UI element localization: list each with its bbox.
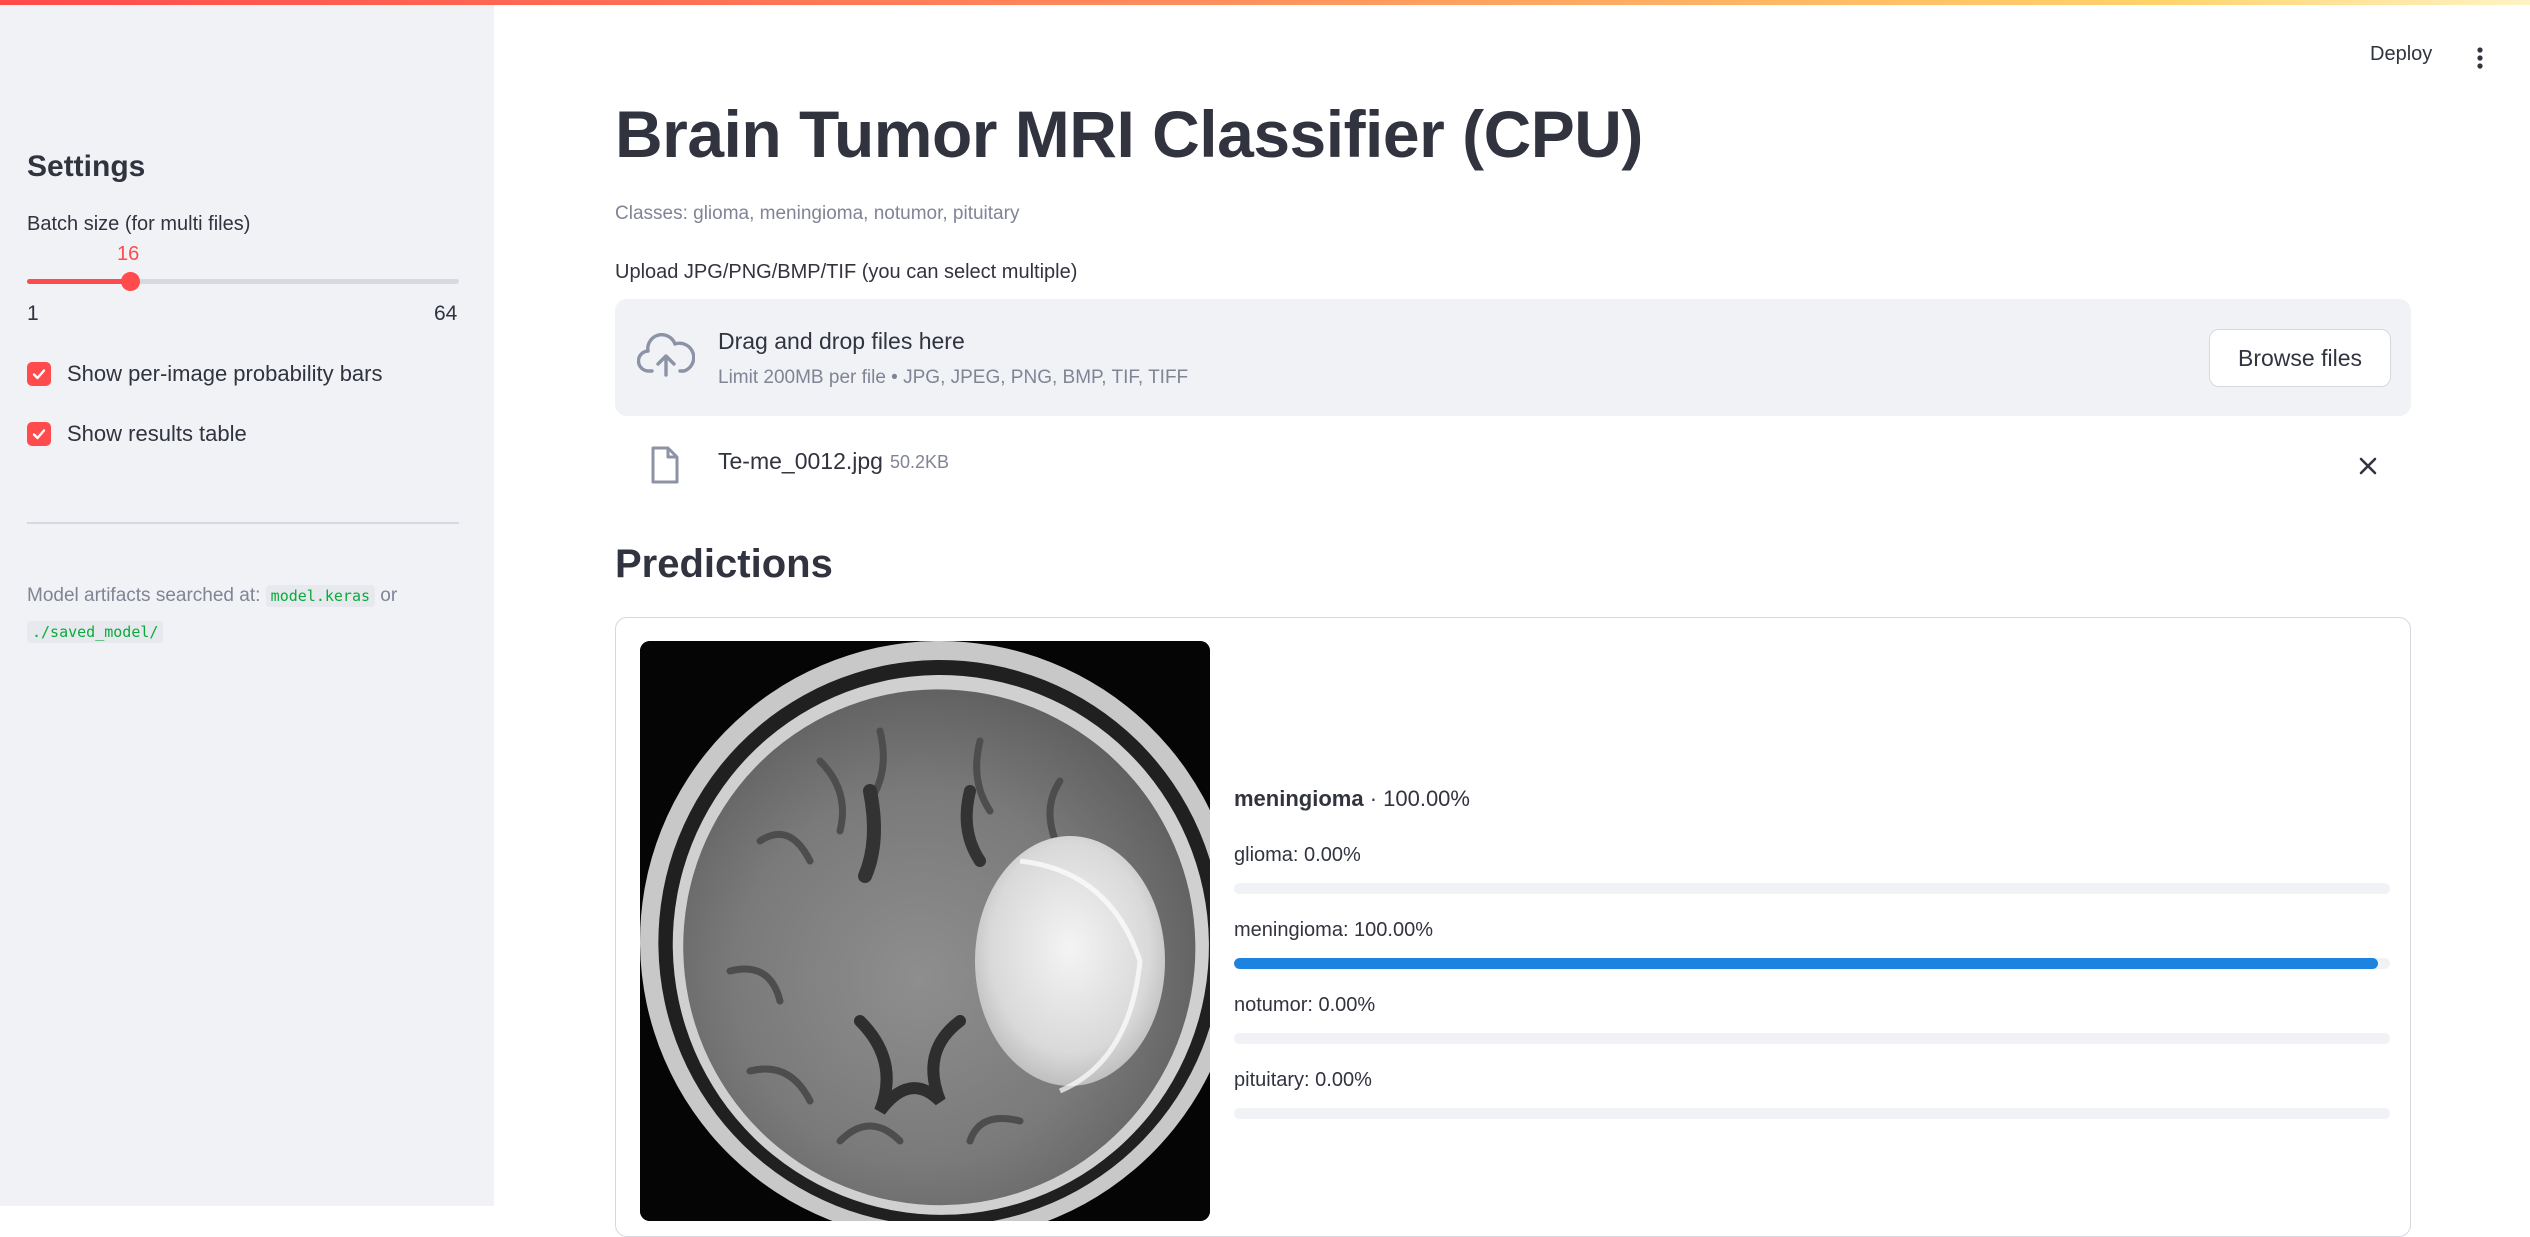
bar-label-meningioma: meningioma: 100.00% — [1234, 919, 1434, 941]
sidebar-divider — [27, 522, 459, 524]
top-prediction-class: meningioma — [1234, 786, 1364, 811]
probability-bar-pituitary — [1234, 1108, 2390, 1119]
top-prediction: meningioma · 100.00% — [1234, 786, 1470, 812]
results-table-checkbox-label: Show results table — [67, 421, 247, 446]
probability-bars-checkbox-row[interactable]: Show per-image probability bars — [27, 360, 383, 388]
mri-scan-drawing — [640, 641, 1210, 1221]
model-artifacts-caption: Model artifacts searched at: model.keras… — [27, 578, 467, 650]
probability-bar-meningioma — [1234, 958, 2390, 969]
artifacts-prefix: Model artifacts searched at: — [27, 585, 261, 606]
probability-bar-notumor — [1234, 1033, 2390, 1044]
close-icon[interactable] — [2356, 454, 2380, 478]
file-dropzone[interactable]: Drag and drop files here Limit 200MB per… — [615, 299, 2411, 416]
dropzone-title: Drag and drop files here — [718, 328, 965, 354]
predictions-heading: Predictions — [615, 542, 833, 586]
probability-bars-checkbox[interactable] — [27, 362, 51, 386]
page-title: Brain Tumor MRI Classifier (CPU) — [615, 97, 1643, 171]
probability-bar-glioma — [1234, 883, 2390, 894]
bar-label-notumor: notumor: 0.00% — [1234, 994, 1376, 1016]
probability-bars-checkbox-label: Show per-image probability bars — [67, 361, 383, 386]
mri-scan-image — [640, 641, 1210, 1221]
bar-label-glioma: glioma: 0.00% — [1234, 844, 1361, 866]
batch-size-label: Batch size (for multi files) — [27, 213, 251, 235]
results-table-checkbox-row[interactable]: Show results table — [27, 420, 247, 448]
artifact-path-keras: model.keras — [265, 585, 376, 607]
artifacts-connector: or — [380, 585, 398, 606]
batch-size-slider[interactable] — [27, 272, 459, 291]
artifact-path-savedmodel: ./saved_model/ — [27, 621, 164, 643]
checkmark-icon — [32, 369, 46, 380]
sidebar-title: Settings — [27, 150, 146, 183]
uploaded-file-name: Te-me_0012.jpg — [718, 448, 883, 474]
checkmark-icon — [32, 429, 46, 440]
dropzone-limit: Limit 200MB per file • JPG, JPEG, PNG, B… — [718, 367, 1189, 388]
uploaded-file-row: Te-me_0012.jpg 50.2KB — [615, 436, 2411, 494]
slider-fill — [27, 279, 130, 284]
deploy-button[interactable]: Deploy — [2370, 43, 2433, 65]
sidebar: Settings Batch size (for multi files) 16… — [0, 0, 494, 1206]
top-prediction-probability: · 100.00% — [1363, 786, 1470, 811]
uploaded-file-size: 50.2KB — [890, 452, 950, 472]
file-icon — [651, 446, 679, 484]
bar-label-pituitary: pituitary: 0.00% — [1234, 1069, 1372, 1091]
cloud-upload-icon — [637, 333, 695, 377]
more-vertical-icon[interactable] — [2474, 46, 2486, 70]
probability-bar-fill — [1234, 958, 2379, 969]
top-decoration-bar — [0, 0, 2530, 5]
results-table-checkbox[interactable] — [27, 422, 51, 446]
classes-caption: Classes: glioma, meningioma, notumor, pi… — [615, 203, 1020, 224]
slider-min-label: 1 — [27, 302, 39, 325]
prediction-card: meningioma · 100.00% glioma: 0.00% menin… — [615, 617, 2411, 1237]
slider-thumb[interactable] — [120, 272, 140, 291]
upload-label: Upload JPG/PNG/BMP/TIF (you can select m… — [615, 261, 1078, 283]
browse-files-button[interactable]: Browse files — [2209, 329, 2391, 387]
batch-size-value: 16 — [117, 243, 140, 265]
slider-max-label: 64 — [434, 302, 458, 325]
